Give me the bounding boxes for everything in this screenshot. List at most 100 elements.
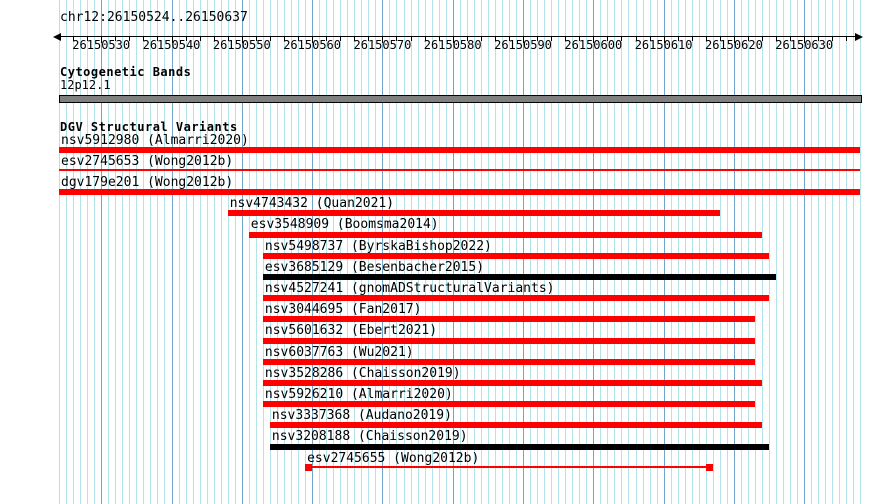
variant-bar[interactable] — [262, 401, 755, 408]
variant-label[interactable]: nsv4527241 (gnomADStructuralVariants) — [264, 280, 555, 296]
variant-bar[interactable] — [262, 295, 770, 302]
variant-bar[interactable] — [269, 422, 762, 429]
grid-minor-line — [361, 0, 363, 504]
grid-minor-line — [66, 0, 67, 504]
variant-bar[interactable] — [262, 316, 755, 323]
ruler-minor-tick — [621, 37, 623, 41]
grid-minor-line — [684, 0, 686, 504]
ruler-major-tick — [452, 37, 454, 43]
variant-bar[interactable] — [262, 337, 755, 344]
cytoband-label: 12p12.1 — [60, 78, 111, 92]
ruler-minor-tick — [185, 37, 187, 41]
grid-minor-line — [213, 0, 215, 504]
grid-minor-line — [326, 0, 328, 504]
grid-minor-line — [783, 0, 785, 504]
grid-minor-line — [677, 0, 679, 504]
variant-bar[interactable] — [59, 146, 861, 153]
grid-minor-line — [220, 0, 222, 504]
grid-minor-line — [375, 0, 377, 504]
variant-bar[interactable] — [262, 252, 770, 259]
variant-bar[interactable] — [227, 210, 720, 217]
ruler-minor-tick — [115, 37, 117, 41]
variant-label[interactable]: nsv3044695 (Fan2017) — [264, 302, 422, 318]
ruler-major-tick — [101, 37, 103, 43]
grid-minor-line — [262, 0, 264, 504]
grid-minor-line — [199, 0, 201, 504]
grid-minor-line — [192, 0, 194, 504]
grid-major-line — [101, 0, 103, 504]
grid-minor-line — [572, 0, 574, 504]
dgv-structural-variants-heading: DGV Structural Variants — [60, 120, 238, 134]
variant-start-box[interactable] — [305, 463, 313, 471]
ruler-minor-tick — [649, 37, 651, 41]
grid-minor-line — [333, 0, 335, 504]
grid-major-line — [382, 0, 384, 504]
region-title: chr12:26150524..26150637 — [60, 10, 248, 25]
cytoband-feature[interactable] — [59, 95, 863, 103]
ruler-minor-tick — [129, 37, 131, 41]
variant-label[interactable]: nsv3337368 (Audano2019) — [271, 408, 452, 424]
ruler-minor-tick — [213, 37, 215, 41]
grid-minor-line — [635, 0, 637, 504]
variant-line[interactable] — [305, 465, 713, 468]
variant-label[interactable]: nsv5601632 (Ebert2021) — [264, 323, 438, 339]
grid-minor-line — [755, 0, 756, 504]
ruler-minor-tick — [157, 37, 159, 41]
variant-bar[interactable] — [59, 189, 861, 196]
variant-label[interactable]: esv2745653 (Wong2012b) — [61, 153, 234, 169]
grid-minor-line — [797, 0, 799, 504]
variant-bar[interactable] — [262, 379, 762, 386]
ruler-minor-tick — [677, 37, 679, 41]
ruler-minor-tick — [87, 37, 89, 41]
grid-minor-line — [712, 0, 714, 504]
variant-label[interactable]: nsv3208188 (Chaisson2019) — [271, 429, 468, 445]
variant-label[interactable]: esv3548909 (Boomsma2014) — [250, 217, 439, 233]
ruler-minor-tick — [494, 37, 496, 41]
ruler-minor-tick — [705, 37, 707, 41]
variant-label[interactable]: nsv5912980 (Almarri2020) — [61, 132, 249, 148]
grid-minor-line — [747, 0, 749, 504]
ruler-minor-tick — [269, 37, 271, 41]
variant-label[interactable]: nsv6037763 (Wu2021) — [264, 344, 414, 360]
variant-bar[interactable] — [248, 231, 762, 238]
grid-minor-line — [269, 0, 271, 504]
ruler-major-tick — [804, 37, 806, 43]
cytogenetic-bands-heading: Cytogenetic Bands — [60, 65, 192, 79]
variant-bar[interactable] — [269, 443, 769, 450]
grid-minor-line — [501, 0, 503, 504]
grid-minor-line — [698, 0, 700, 504]
grid-minor-line — [424, 0, 426, 504]
variant-label[interactable]: nsv3528286 (Chaisson2019) — [264, 365, 461, 381]
grid-minor-line — [136, 0, 138, 504]
grid-minor-line — [178, 0, 180, 504]
ruler-minor-tick — [143, 37, 145, 41]
grid-minor-line — [790, 0, 792, 504]
grid-minor-line — [565, 0, 567, 504]
grid-minor-line — [466, 0, 468, 504]
grid-minor-line — [206, 0, 208, 504]
grid-major-line — [312, 0, 314, 504]
grid-major-line — [523, 0, 524, 504]
ruler-minor-tick — [719, 37, 721, 41]
ruler-minor-tick — [776, 37, 778, 41]
ruler-line — [60, 36, 856, 37]
grid-minor-line — [248, 0, 250, 504]
ruler-left-arrow-icon — [53, 33, 61, 41]
ruler-minor-tick — [410, 37, 412, 41]
variant-label[interactable]: esv2745655 (Wong2012b) — [307, 450, 480, 466]
ruler-minor-tick — [508, 37, 510, 41]
ruler-minor-tick — [396, 37, 398, 41]
ruler-tick-label: 26150550 — [212, 38, 271, 52]
variant-label[interactable]: esv3685129 (Besenbacher2015) — [264, 259, 485, 275]
grid-major-line — [663, 0, 665, 504]
variant-bar[interactable] — [262, 358, 755, 365]
variant-bar[interactable] — [262, 273, 777, 280]
variant-end-box[interactable] — [705, 463, 713, 471]
grid-minor-line — [354, 0, 356, 504]
variant-label[interactable]: nsv4743432 (Quan2021) — [229, 196, 395, 212]
grid-minor-line — [516, 0, 517, 504]
variant-label[interactable]: dgv179e201 (Wong2012b) — [61, 174, 234, 190]
variant-line[interactable] — [59, 168, 861, 171]
variant-label[interactable]: nsv5498737 (ByrskaBishop2022) — [264, 238, 492, 254]
variant-label[interactable]: nsv5926210 (Almarri2020) — [264, 386, 453, 402]
